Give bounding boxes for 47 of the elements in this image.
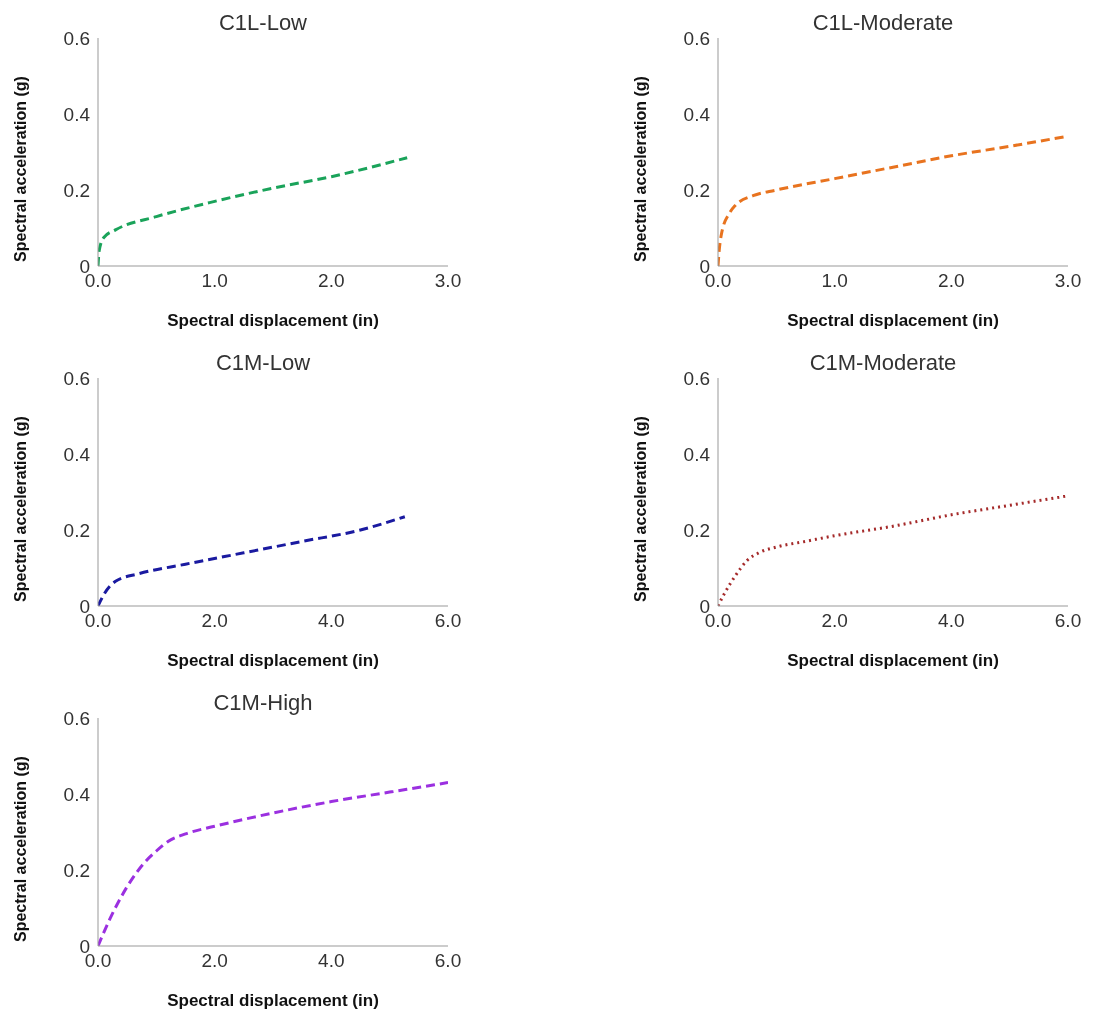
- chart-title: C1M-Moderate: [809, 350, 957, 375]
- y-axis-title: Spectral acceleration (g): [631, 416, 649, 602]
- y-tick-label: 0.2: [683, 519, 710, 541]
- y-axis-title: Spectral acceleration (g): [11, 756, 29, 942]
- x-tick-label: 3.0: [434, 270, 462, 292]
- x-tick-label: 2.0: [821, 610, 848, 632]
- x-axis-title: Spectral displacement (in): [787, 311, 999, 330]
- x-tick-label: 2.0: [938, 270, 965, 292]
- chart-title: C1L-Low: [218, 10, 308, 35]
- y-tick-label: 0.6: [683, 367, 710, 389]
- y-tick-label: 0.4: [63, 783, 91, 805]
- y-tick-label: 0.2: [63, 519, 90, 541]
- x-tick-label: 6.0: [434, 950, 462, 972]
- y-tick-label: 0.6: [63, 707, 90, 729]
- x-axis-title: Spectral displacement (in): [167, 651, 379, 670]
- chart-title: C1M-Low: [215, 350, 311, 375]
- x-tick-label: 6.0: [434, 610, 462, 632]
- y-tick-label: 0.4: [63, 443, 91, 465]
- y-tick-label: 0.6: [63, 27, 90, 49]
- line-series: [98, 515, 407, 606]
- y-tick-label: 0.2: [683, 179, 710, 201]
- y-tick-label: 0.6: [63, 367, 90, 389]
- x-tick-label: 6.0: [1054, 610, 1082, 632]
- y-tick-label: 0.2: [63, 179, 90, 201]
- y-tick-label: 0.4: [683, 103, 711, 125]
- x-tick-label: 1.0: [821, 270, 848, 292]
- y-tick-label: 0.4: [63, 103, 91, 125]
- y-tick-label: 0.6: [683, 27, 710, 49]
- y-axis-title: Spectral acceleration (g): [11, 76, 29, 262]
- line-series: [98, 156, 409, 266]
- y-axis-title: Spectral acceleration (g): [631, 76, 649, 262]
- x-tick-label: 2.0: [201, 610, 228, 632]
- y-tick-label: 0.4: [683, 443, 711, 465]
- chart-title: C1L-Moderate: [812, 10, 954, 35]
- x-axis-title: Spectral displacement (in): [167, 311, 379, 330]
- x-axis-title: Spectral displacement (in): [787, 651, 999, 670]
- chart-title: C1M-High: [213, 690, 313, 715]
- x-tick-label: 4.0: [318, 950, 345, 972]
- x-tick-label: 3.0: [1054, 270, 1082, 292]
- y-axis-title: Spectral acceleration (g): [11, 416, 29, 602]
- x-tick-label: 4.0: [318, 610, 345, 632]
- x-axis-title: Spectral displacement (in): [167, 991, 379, 1010]
- x-tick-label: 4.0: [938, 610, 965, 632]
- x-tick-label: 1.0: [201, 270, 228, 292]
- x-tick-label: 2.0: [318, 270, 345, 292]
- x-tick-label: 2.0: [201, 950, 228, 972]
- y-tick-label: 0.2: [63, 859, 90, 881]
